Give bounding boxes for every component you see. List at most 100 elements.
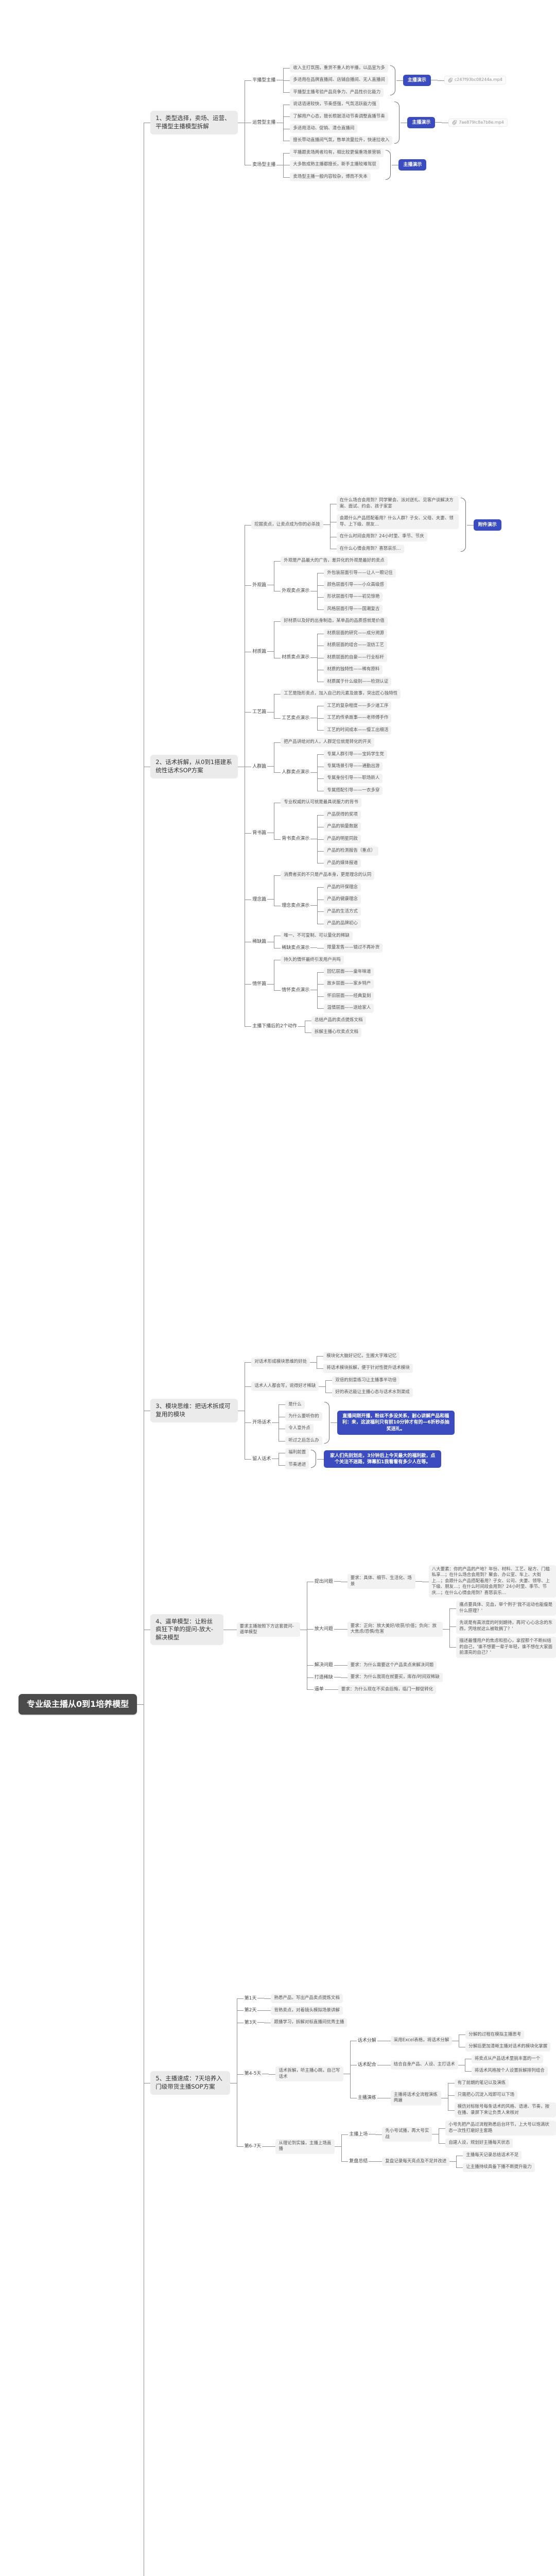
leaf-node[interactable]: 节奏递进 [285, 1460, 309, 1470]
topic-node[interactable]: 稀缺卖点演示 [282, 945, 310, 951]
leaf-node[interactable]: 要求：具体、细节、生活化、场景 [347, 1574, 415, 1589]
leaf-node[interactable]: 产品的检测报告（重点） [324, 846, 378, 856]
leaf-node[interactable]: 要求：为什么现在不买会后悔，临门一脚促转化 [338, 1685, 437, 1694]
badge-node[interactable]: 主播演示 [398, 159, 427, 171]
leaf-node[interactable]: 先小号试播，再大号实战 [382, 2127, 432, 2142]
root-node[interactable]: 专业级主播从0到1培养模型 [19, 1694, 137, 1715]
topic-node[interactable]: 人群篇 [252, 764, 267, 769]
leaf-node[interactable]: 专属搭配引导——一衣多穿 [324, 786, 383, 795]
leaf-node[interactable]: 材质属于什么级别——检测认证 [324, 677, 392, 687]
leaf-node[interactable]: 把产品讲给对的人，人群定位就是转化的开关 [281, 738, 375, 747]
leaf-node[interactable]: 材质层面的研究——成分溯源 [324, 629, 387, 638]
leaf-node[interactable]: 结合自身产品、人设、主打话术 [390, 2060, 458, 2070]
topic-node[interactable]: 运营型主播 [252, 120, 276, 125]
leaf-node[interactable]: 卖场型主播一般内容较杂，博而不失本 [290, 172, 371, 182]
leaf-node[interactable]: 让主播持续具备下播不断提升能力 [463, 2163, 535, 2172]
leaf-node[interactable]: 要求：正向：放大美好/收获/价值；负向：放大焦虑/恐惧/危害 [347, 1622, 443, 1637]
leaf-node[interactable]: 模块化大脑好记忆，生搬大字难记忆 [323, 1351, 400, 1361]
leaf-node[interactable]: 工艺的传承故事——老师傅手作 [324, 714, 392, 723]
topic-node[interactable]: 背书篇 [252, 830, 267, 836]
leaf-node[interactable]: 总结产品的卖点提炼文档 [311, 1015, 366, 1025]
leaf-node[interactable]: 是什么 [285, 1400, 305, 1409]
leaf-node[interactable]: 平播型主播考验产品竞争力、产品性价比能力 [290, 88, 384, 97]
badge-node[interactable]: 家人们先别划走，3分钟后上今天最大的福利款，点个关注不迷路，弹幕扣1我看看有多少… [324, 1450, 442, 1468]
leaf-node[interactable]: 外观是产品最大的广告，差异化的外观是最好的卖点 [281, 556, 388, 566]
leaf-node[interactable]: 痛点要具体、见血，举个例子'我不运动也能瘦是什么原理？' [456, 1601, 556, 1616]
leaf-node[interactable]: 产品的品牌初心 [324, 919, 361, 928]
topic-node[interactable]: 留人话术 [252, 1456, 271, 1462]
leaf-node[interactable]: 工艺的复杂程度——多少道工序 [324, 701, 392, 711]
leaf-node[interactable]: 故乡层面——家乡特产 [324, 979, 374, 989]
leaf-node[interactable]: 工艺是隐形卖点，加入自己的元素及故事，突出匠心独特性 [281, 689, 401, 699]
leaf-node[interactable]: 唯一、不可复制、可以量化的稀缺 [281, 931, 353, 941]
leaf-node[interactable]: 挖掘卖点，让卖点成为你的必杀技 [251, 520, 323, 530]
leaf-node[interactable]: 产品获得的奖项 [324, 810, 361, 820]
leaf-node[interactable]: 会跟什么产品搭配着用？什么人群？子女、父母、夫妻、领导、上下级、朋友… [336, 514, 459, 530]
badge-node[interactable]: 附件演示 [473, 519, 501, 531]
leaf-node[interactable]: 将话术风格按个人设置拆解排列组合 [471, 2066, 548, 2076]
leaf-node[interactable]: 收入主打氛围，重货不重人的半播，以品宣为多 [290, 63, 388, 73]
topic-node[interactable]: 理念卖点演示 [282, 903, 310, 908]
leaf-node[interactable]: 持久的情怀最终引发用户共鸣 [281, 955, 344, 964]
leaf-node[interactable]: 要求主播按照下方这套提问-逼单模型 [236, 1622, 300, 1637]
badge-node[interactable]: 直播间刚开播，粉丝不多没关系，耐心讲解产品和福利：来，这波福利只有前10分钟才有… [337, 1411, 455, 1435]
leaf-node[interactable]: 多适用在品牌直播间、店铺自播间、无人直播间 [290, 76, 388, 85]
leaf-node[interactable]: 了解用户心态，擅长根据活动节奏调整直播节奏 [290, 112, 388, 121]
leaf-node[interactable]: 跟播学习，拆解对标直播间优秀主播 [271, 2018, 348, 2027]
leaf-node[interactable]: 只需把心沉淀入戏即可以下场 [454, 2091, 518, 2100]
leaf-node[interactable]: 采用Excel表格，将话术分解 [390, 2036, 453, 2045]
leaf-node[interactable]: 材质的独特性——稀有原料 [324, 665, 383, 674]
topic-node[interactable]: 主播上场 [349, 2131, 368, 2137]
topic-node[interactable]: 第2天 [244, 2008, 257, 2013]
leaf-node[interactable]: 福利前置 [285, 1448, 309, 1458]
leaf-node[interactable]: 回忆层面——童年味道 [324, 967, 374, 977]
leaf-node[interactable]: 擅长带动直播间气氛，憋单流量拉升，快速拉收入 [290, 136, 393, 145]
leaf-node[interactable]: 自建人设，规划好主播每天状态 [445, 2139, 513, 2148]
topic-node[interactable]: 背书卖点演示 [282, 836, 310, 842]
leaf-node[interactable]: 主播将话术全流程演练两遍 [390, 2091, 441, 2106]
topic-node[interactable]: 材质卖点演示 [282, 655, 310, 660]
leaf-node[interactable]: 材质层面的组合——混纺工艺 [324, 641, 387, 650]
topic-node[interactable]: 外观卖点演示 [282, 588, 310, 594]
branch-node[interactable]: 4、逼单模型：让粉丝疯狂下单的提问-放大-解决模型 [150, 1614, 223, 1646]
branch-node[interactable]: 1、类型选择，卖场、运营、平播型主播模型拆解 [150, 111, 238, 134]
leaf-node[interactable]: 分解后更加清晰主播对话术的模块化掌握 [465, 2042, 551, 2052]
leaf-node[interactable]: 为什么要听你的 [285, 1412, 322, 1421]
leaf-node[interactable]: 限量发售——错过不再补货 [324, 943, 383, 953]
leaf-node[interactable]: 好材质以及好的出身制造，某单品的品质感就是价值 [281, 617, 388, 626]
topic-node[interactable]: 卖场型主播 [252, 162, 276, 168]
topic-node[interactable]: 打造稀缺 [314, 1674, 333, 1680]
topic-node[interactable]: 主播下播后的2个动作 [252, 1024, 298, 1029]
topic-node[interactable]: 解决问题 [314, 1663, 333, 1668]
leaf-node[interactable]: 话术人人都会写，说得好才稀缺 [251, 1382, 319, 1391]
topic-node[interactable]: 逼单 [314, 1687, 324, 1692]
topic-node[interactable]: 放大问题 [314, 1626, 333, 1632]
leaf-node[interactable]: 背熟卖点，对着镜头模拟场景讲解 [271, 2006, 343, 2015]
topic-node[interactable]: 第3天 [244, 2020, 257, 2025]
leaf-node[interactable]: 平播跟卖场两者均有，相比较更偏重场景营销 [290, 148, 384, 158]
leaf-node[interactable]: 工艺的时间成本——慢工出细活 [324, 725, 392, 735]
leaf-node[interactable]: 熟悉产品，写出产品卖点提炼文档 [271, 1994, 343, 2003]
leaf-node[interactable]: 分解的过程在模拟主播思考 [465, 2030, 525, 2040]
topic-node[interactable]: 情怀篇 [252, 981, 267, 987]
leaf-node[interactable]: 令人意外点 [285, 1424, 314, 1433]
topic-node[interactable]: 稀缺篇 [252, 939, 267, 944]
badge-node[interactable]: 主播演示 [403, 74, 431, 86]
branch-node[interactable]: 3、模块思维：把话术拆成可复用的模块 [150, 1399, 238, 1422]
topic-node[interactable]: 工艺篇 [252, 709, 267, 715]
branch-node[interactable]: 5、主播速成：7天培养入门级带货主播SOP方案 [150, 2071, 230, 2095]
leaf-node[interactable]: 产品的健康理念 [324, 895, 361, 904]
leaf-node[interactable]: 八大要素：你的产品的产地？年份、材料、工艺、秘方、门槛私享…；在什么场合会用到？… [428, 1565, 556, 1598]
branch-node[interactable]: 2、话术拆解，从0到1搭建系统性话术SOP方案 [150, 755, 238, 778]
leaf-node[interactable]: 专业权威的认可就是最具说服力的背书 [281, 798, 361, 807]
leaf-node[interactable]: 大多数成熟主播都擅长，新手主播较难驾驭 [290, 160, 379, 170]
topic-node[interactable]: 第6-7天 [244, 2144, 262, 2149]
leaf-node[interactable]: 将卖点从产品话术里挑丰富的一个 [471, 2054, 544, 2064]
topic-node[interactable]: 人群卖点演示 [282, 770, 310, 775]
leaf-node[interactable]: 小号先把产品过流程熟悉后台环节，上大号以饱满状态一次性打磨好主套路 [445, 2121, 556, 2136]
leaf-node[interactable]: 将话术模块拆解，便于针对性提升话术模块 [323, 1364, 413, 1373]
leaf-node[interactable]: 对话术形成模块思维的好处 [251, 1358, 310, 1367]
topic-node[interactable]: 第4-5天 [244, 2071, 262, 2077]
leaf-node[interactable]: 专属人群引导——宝妈学生党 [324, 750, 387, 759]
leaf-node[interactable]: 要求：为什么我现在就要买，库存/时间双稀缺 [347, 1673, 443, 1682]
